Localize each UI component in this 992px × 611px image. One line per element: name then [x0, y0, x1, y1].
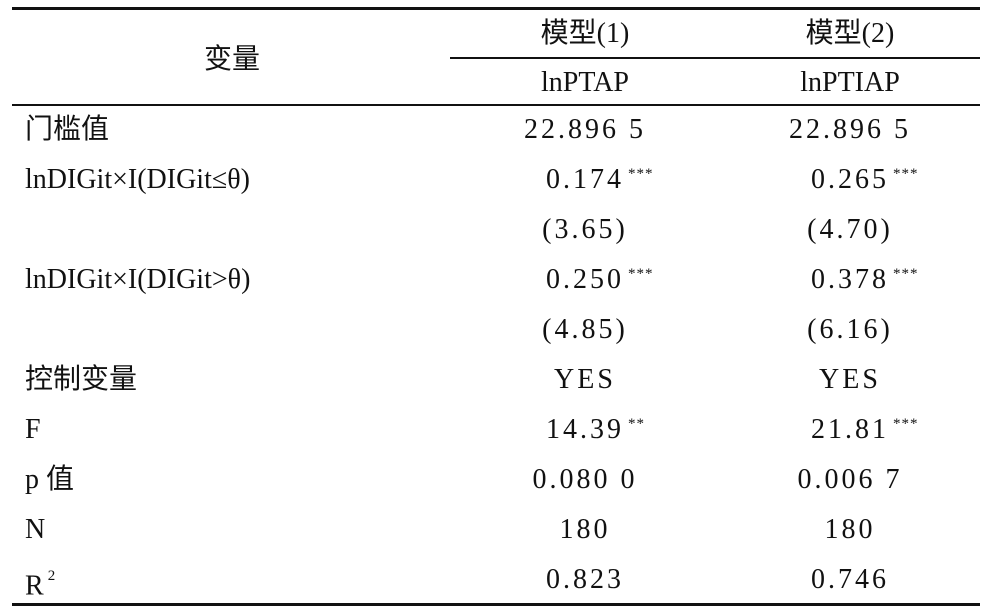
row-label-text: F	[25, 414, 41, 445]
cell-value: 0.006 7	[797, 464, 903, 495]
cell: 0.174 ***	[546, 155, 653, 205]
row-label-sup: 2	[47, 568, 57, 584]
significance: **	[628, 416, 645, 432]
row-label-text: p 值	[25, 464, 75, 495]
row-label: 门槛值	[25, 105, 109, 155]
significance: ***	[628, 166, 654, 182]
cell: (4.70)	[807, 205, 893, 255]
significance: ***	[628, 266, 654, 282]
row-label-text: lnDIGit×I(DIGit≤θ)	[25, 164, 250, 195]
cell-value: 0.250	[546, 264, 624, 295]
cell-value: 180	[824, 514, 876, 545]
row-label: F	[25, 405, 41, 455]
cell-value: 22.896 5	[789, 114, 911, 145]
significance: ***	[893, 166, 919, 182]
cell-value: 0.378	[811, 264, 889, 295]
model-name: 模型(1)	[540, 18, 630, 49]
cell-value: (6.16)	[807, 314, 893, 345]
cell-value: 14.39	[546, 414, 624, 445]
cell: 22.896 5	[524, 105, 646, 155]
cell: 0.823	[546, 555, 624, 605]
cell-value: 0.080 0	[532, 464, 638, 495]
row-label-text: N	[25, 514, 46, 545]
row-label-text: 门槛值	[25, 114, 110, 145]
row-label: lnDIGit×I(DIGit≤θ)	[25, 155, 250, 205]
cell: 21.81 ***	[811, 405, 918, 455]
group-rule	[450, 57, 980, 59]
cell-value: 22.896 5	[524, 114, 646, 145]
row-label-text: R	[25, 570, 44, 602]
cell: YES	[554, 355, 616, 405]
cell: 180	[825, 505, 876, 555]
cell-value: (4.70)	[807, 214, 893, 245]
row-label-text: lnDIGit×I(DIGit>θ)	[25, 264, 251, 295]
cell: (6.16)	[807, 305, 893, 355]
cell-value: 0.823	[546, 564, 624, 595]
cell: (4.85)	[542, 305, 628, 355]
cell: 0.250 ***	[546, 255, 653, 305]
cell-value: 0.746	[811, 564, 889, 595]
cell: 0.080 0	[533, 455, 638, 505]
cell: 0.265 ***	[811, 155, 918, 205]
top-rule	[12, 7, 980, 10]
variable-header: 变量	[203, 44, 261, 75]
dependent-variable: lnPTAP	[540, 67, 630, 98]
row-label: lnDIGit×I(DIGit>θ)	[25, 255, 250, 305]
cell-value: 21.81	[811, 414, 889, 445]
cell-value: (4.85)	[542, 314, 628, 345]
cell: 14.39 **	[546, 405, 644, 455]
model-name: 模型(2)	[805, 18, 895, 49]
cell-value: 0.174	[546, 164, 624, 195]
bottom-rule	[12, 603, 980, 606]
cell: 0.746	[811, 555, 889, 605]
significance: ***	[893, 266, 919, 282]
cell-value: 180	[559, 514, 611, 545]
row-label: p 值	[25, 455, 74, 505]
cell: YES	[819, 355, 881, 405]
cell: 0.378 ***	[811, 255, 918, 305]
row-label-text: 控制变量	[25, 364, 138, 395]
row-label: N	[25, 505, 45, 555]
cell: 0.006 7	[798, 455, 903, 505]
cell-value: (3.65)	[542, 214, 628, 245]
cell: (3.65)	[542, 205, 628, 255]
cell-value: 0.265	[811, 164, 889, 195]
row-label: 控制变量	[25, 355, 137, 405]
cell-value: YES	[554, 364, 616, 395]
significance: ***	[893, 416, 919, 432]
dependent-variable: lnPTIAP	[800, 67, 900, 98]
cell: 22.896 5	[789, 105, 911, 155]
cell: 180	[560, 505, 611, 555]
header-rule	[12, 104, 980, 106]
cell-value: YES	[819, 364, 881, 395]
